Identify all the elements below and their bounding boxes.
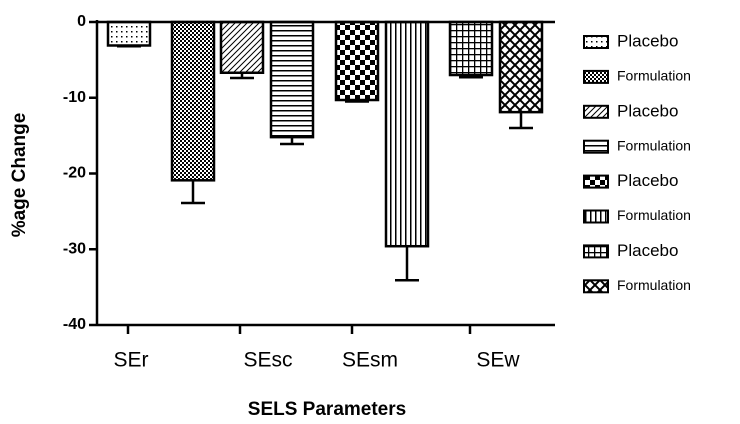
- y-tick-label: -40: [63, 316, 86, 333]
- bar: [384, 20, 430, 248]
- legend-swatch: [583, 139, 609, 154]
- legend-label: Formulation: [617, 277, 691, 293]
- legend-swatch: [583, 209, 609, 224]
- y-tick-label: -20: [63, 165, 86, 182]
- y-axis-label: %age Change: [9, 113, 30, 238]
- legend-label: Placebo: [617, 171, 678, 190]
- legend-label: Formulation: [617, 137, 691, 153]
- bar: [334, 20, 380, 102]
- legend-label: Formulation: [617, 68, 691, 84]
- legend-label: Placebo: [617, 101, 678, 120]
- bar: [219, 20, 265, 75]
- bar: [498, 20, 544, 114]
- x-tick-label: SEw: [476, 349, 520, 372]
- x-tick-label: SEr: [113, 349, 148, 372]
- bar: [448, 20, 494, 77]
- legend-swatch: [583, 104, 609, 119]
- legend-label: Placebo: [617, 31, 678, 50]
- x-axis-label: SELS Parameters: [248, 399, 406, 420]
- legend-swatch: [583, 174, 609, 189]
- legend-label: Formulation: [617, 207, 691, 223]
- legend-label: Placebo: [617, 241, 678, 260]
- legend-swatch: [583, 35, 609, 49]
- x-tick-label: SEsm: [342, 349, 398, 372]
- legend-swatch: [583, 244, 609, 259]
- bar: [106, 20, 152, 47]
- y-tick-label: 0: [77, 13, 86, 30]
- bar: [269, 20, 315, 139]
- y-tick-label: -10: [63, 89, 86, 106]
- legend-swatch: [583, 69, 609, 84]
- bar: [170, 20, 216, 182]
- x-tick-label: SEsc: [243, 349, 292, 372]
- y-tick-label: -30: [63, 240, 86, 257]
- legend-swatch: [583, 279, 609, 294]
